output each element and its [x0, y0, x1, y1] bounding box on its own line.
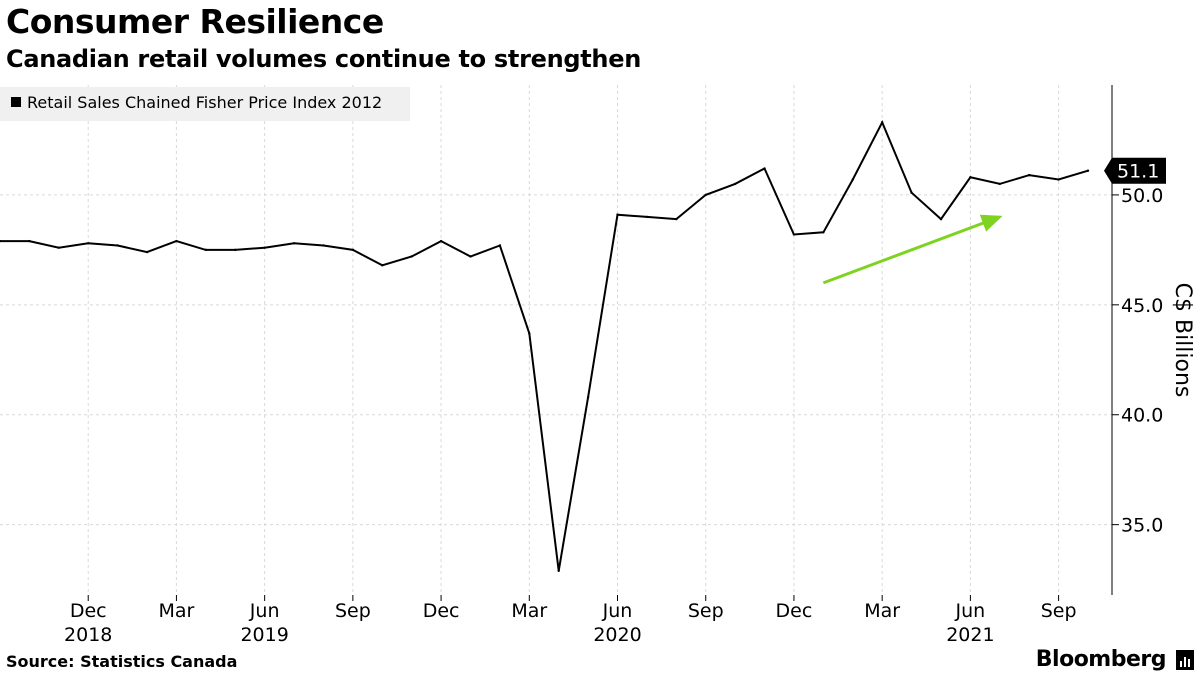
series-point [851, 178, 854, 181]
last-value-label: 51.1 [1104, 157, 1166, 184]
series-point [234, 248, 237, 252]
series-point [381, 264, 384, 267]
x-tick-label: Mar [864, 600, 900, 622]
series-point [175, 239, 178, 243]
series-point [87, 242, 90, 245]
last-value-text: 51.1 [1117, 161, 1159, 183]
x-tick-label: Dec [70, 600, 107, 622]
x-tick-label: Jun [602, 600, 633, 622]
x-tick-label: Sep [688, 600, 724, 622]
series-line-retail-sales [0, 120, 1089, 571]
legend-entry: Retail Sales Chained Fisher Price Index … [27, 93, 382, 112]
series-points [0, 121, 1090, 573]
series-point [586, 395, 590, 399]
series-point [410, 255, 413, 258]
x-tick-label: Sep [335, 600, 371, 622]
series-point [439, 239, 443, 243]
series-point [116, 244, 119, 247]
x-year-label: 2019 [240, 624, 288, 646]
x-tick-label: Mar [159, 600, 195, 622]
y-tick-label: 35.0 [1121, 515, 1163, 537]
y-axis-label: C$ Billions [1170, 283, 1195, 398]
series-point [792, 233, 796, 236]
series-point [645, 215, 649, 219]
series-point [469, 255, 472, 258]
series-point [1057, 178, 1060, 181]
series-point [528, 332, 531, 335]
series-point [880, 121, 884, 124]
x-tick-label: Sep [1041, 600, 1077, 622]
series-point [939, 217, 943, 221]
series-point [763, 167, 766, 170]
series-point [498, 244, 502, 247]
bloomberg-terminal-icon [1176, 650, 1194, 670]
y-tick-label: 40.0 [1121, 405, 1163, 427]
legend: Retail Sales Chained Fisher Price Index … [0, 87, 410, 121]
chart-subtitle: Canadian retail volumes continue to stre… [6, 45, 641, 73]
y-axis-ticks: 35.0 40.0 45.0 50.0 [1112, 185, 1163, 537]
series-point [704, 193, 707, 197]
x-gridlines [87, 85, 1060, 595]
series-point [57, 246, 61, 249]
legend-background [0, 87, 410, 121]
x-tick-label: Dec [423, 600, 460, 622]
series-point [733, 182, 737, 186]
series-point [1086, 169, 1090, 172]
chart-title: Consumer Resilience [6, 2, 384, 41]
series-point [322, 244, 325, 247]
x-tick-label: Jun [249, 600, 280, 622]
x-tick-label: Jun [955, 600, 986, 622]
series-point [0, 239, 2, 243]
series-point [28, 239, 31, 243]
series-point [910, 191, 913, 194]
series-point [616, 213, 619, 216]
x-year-label: 2018 [64, 624, 112, 646]
y-tick-label: 45.0 [1121, 295, 1163, 317]
series-point [998, 182, 1001, 186]
series-point [969, 176, 972, 179]
series-point [145, 250, 149, 254]
series-point [1027, 173, 1031, 177]
series-point [557, 569, 560, 573]
series-point [204, 248, 208, 252]
source-note: Source: Statistics Canada [6, 652, 238, 671]
x-year-label: 2020 [593, 624, 641, 646]
trend-arrow [822, 214, 1003, 285]
x-tick-label: Dec [776, 600, 813, 622]
series-point [351, 248, 355, 252]
last-value-badge [1104, 157, 1166, 184]
x-tick-label: Mar [511, 600, 547, 622]
y-gridlines [0, 194, 1112, 526]
brand-logo-text: Bloomberg [1035, 647, 1167, 672]
series-point [263, 246, 266, 249]
legend-swatch [11, 97, 21, 107]
series-point [675, 217, 678, 221]
series-point [292, 242, 296, 245]
y-tick-label: 50.0 [1121, 185, 1163, 207]
series-point [822, 231, 825, 234]
x-year-label: 2021 [946, 624, 994, 646]
